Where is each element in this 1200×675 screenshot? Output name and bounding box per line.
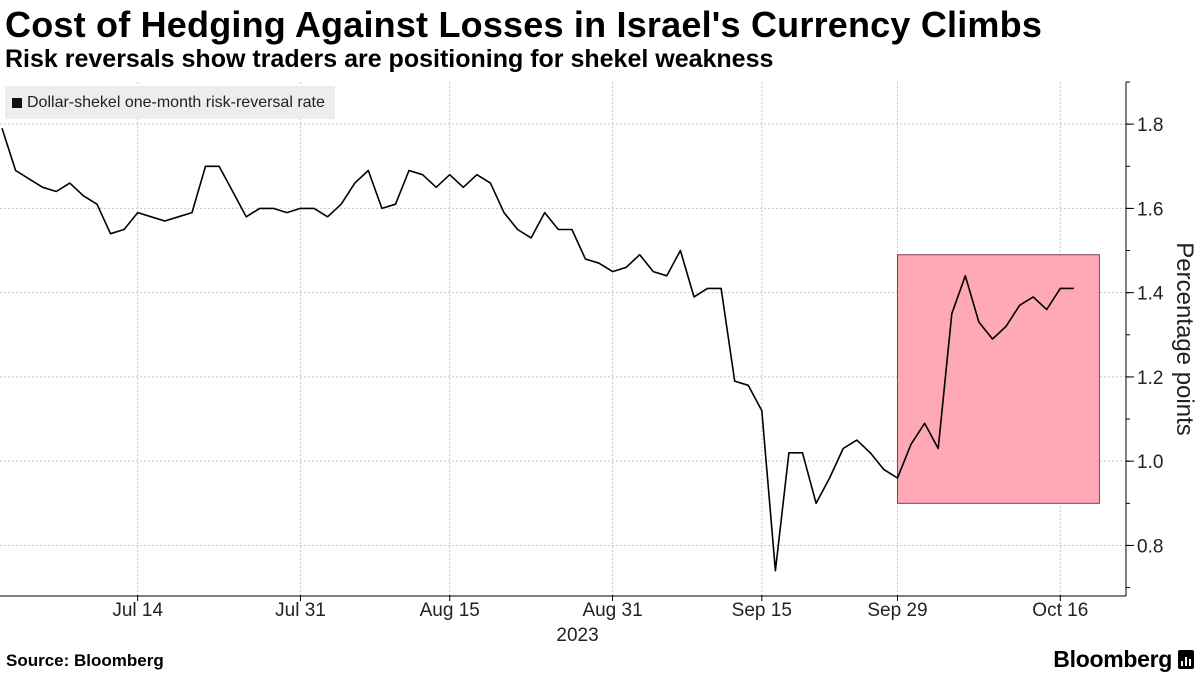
y-tick-label: 1.2 [1137,368,1163,389]
chart-title: Cost of Hedging Against Losses in Israel… [5,4,1043,45]
bar-chart-icon [1178,650,1194,669]
highlight-region [896,254,1100,504]
brand-name: Bloomberg [1053,646,1172,672]
y-tick-label: 0.8 [1137,536,1163,557]
bloomberg-logo: Bloomberg [1053,646,1194,673]
year-label: 2023 [556,625,598,646]
y-tick-label: 1.8 [1137,115,1163,136]
x-tick-label: Sep 15 [732,600,792,621]
axes: 0.8 1.0 1.2 1.4 1.6 1.8 Jul 14 Jul 31 Aug 15 Aug … [0,81,1198,646]
legend-label: Dollar-shekel one-month risk-reversal ra… [27,93,325,111]
y-tick-label: 1.4 [1137,284,1164,305]
x-tick-label: Jul 31 [275,600,326,621]
x-tick-label: Aug 15 [420,600,480,621]
highlight-box [896,254,1100,504]
legend: Dollar-shekel one-month risk-reversal ra… [5,86,335,119]
source-note: Source: Bloomberg [6,651,164,670]
legend-swatch [12,97,22,108]
chart-subtitle: Risk reversals show traders are position… [5,45,774,73]
series-line [1,128,1074,572]
y-tick-label: 1.6 [1137,199,1163,220]
x-tick-label: Oct 16 [1032,600,1088,621]
x-tick-label: Sep 29 [867,600,927,621]
x-tick-label: Aug 31 [582,600,642,621]
series-layer [1,128,1074,572]
x-tick-label: Jul 14 [112,600,163,621]
y-axis-title: Percentage points [1171,242,1198,435]
y-tick-label: 1.0 [1137,452,1163,473]
